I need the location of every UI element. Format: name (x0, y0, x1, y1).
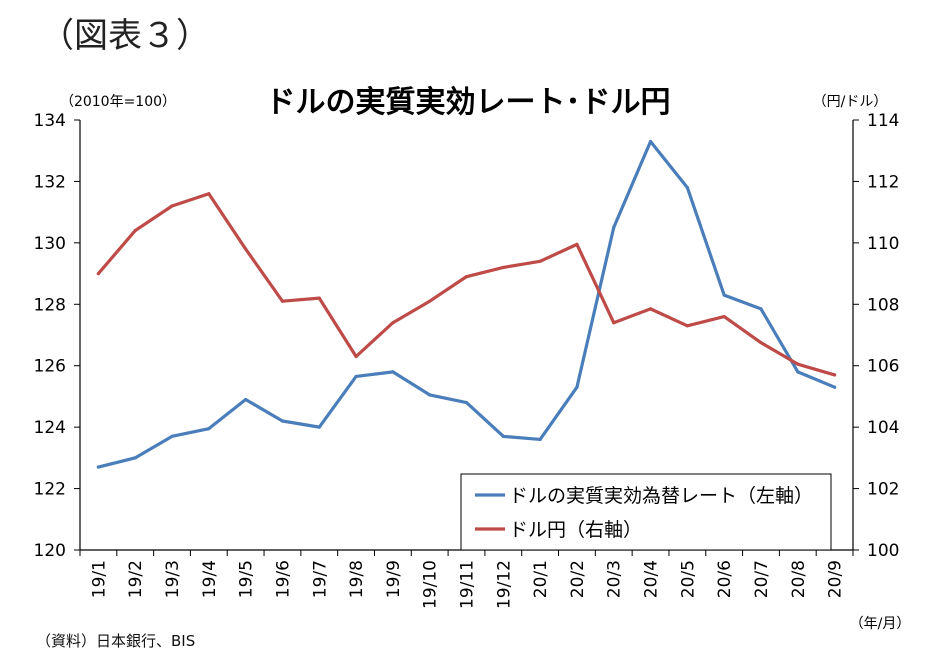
series-lines (96, 139, 837, 469)
legend-label: ドルの実質実効為替レート（左軸） (509, 485, 813, 507)
left-tick-label: 124 (34, 418, 66, 438)
data-point-reer (648, 139, 653, 144)
data-point-usdjpy (464, 275, 469, 279)
right-tick-label: 100 (867, 541, 899, 561)
right-tick-label: 104 (867, 418, 899, 438)
right-tick-label: 108 (867, 295, 899, 315)
x-tick-label: 20/9 (826, 560, 846, 598)
x-tick-label: 19/3 (163, 560, 183, 598)
data-point-reer (207, 427, 211, 431)
left-tick-label: 134 (34, 111, 66, 131)
x-tick-label: 19/7 (310, 560, 330, 598)
source-note: （資料）日本銀行、BIS (36, 632, 196, 650)
data-point-usdjpy (391, 321, 395, 325)
left-tick-label: 122 (34, 480, 66, 500)
data-point-reer (133, 456, 137, 460)
data-point-usdjpy (354, 354, 358, 359)
x-tick-label: 19/11 (458, 560, 478, 609)
data-point-usdjpy (759, 341, 763, 345)
x-tick-label: 20/5 (678, 560, 698, 598)
data-point-usdjpy (538, 259, 542, 263)
left-tick-label: 132 (34, 172, 66, 192)
data-point-usdjpy (796, 362, 800, 366)
data-point-reer (832, 385, 837, 389)
right-tick-label: 102 (867, 480, 899, 500)
data-point-reer (280, 419, 285, 423)
left-axis-unit: （2010年=100） (60, 94, 176, 110)
x-tick-label: 19/10 (421, 560, 441, 609)
left-tick-label: 126 (34, 357, 66, 377)
left-tick-label: 120 (34, 541, 66, 561)
data-point-reer (501, 434, 505, 438)
x-tick-label: 19/8 (347, 560, 367, 598)
x-tick-label: 20/4 (642, 560, 662, 598)
tick-labels: 120 122 124 126 128 130 132 134 100 102 104 106 108 1… (34, 111, 900, 609)
right-tick-label: 112 (867, 172, 899, 192)
legend-label: ドル円（右軸） (509, 519, 642, 541)
data-point-reer (575, 385, 579, 389)
data-point-usdjpy (428, 299, 432, 303)
data-point-reer (170, 434, 174, 438)
legend: ドルの実質実効為替レート（左軸） ドル円（右軸） (460, 473, 832, 551)
x-tick-label: 20/2 (568, 560, 588, 598)
data-point-usdjpy (722, 314, 726, 319)
data-point-usdjpy (575, 242, 579, 246)
right-tick-label: 106 (867, 357, 899, 377)
x-tick-label: 19/12 (494, 560, 514, 609)
x-tick-label: 19/5 (237, 560, 257, 598)
x-tick-label: 19/2 (126, 560, 146, 598)
data-point-reer (612, 225, 616, 230)
data-point-reer (538, 437, 542, 442)
x-tick-label: 20/3 (605, 560, 625, 598)
data-point-reer (759, 307, 763, 311)
right-axis-unit: （円/ドル） (813, 94, 888, 110)
x-tick-label: 20/8 (789, 560, 809, 598)
x-tick-label: 19/1 (89, 560, 109, 598)
data-point-usdjpy (170, 204, 174, 208)
x-tick-label: 20/6 (715, 560, 735, 598)
data-point-usdjpy (133, 228, 137, 233)
series-line-reer (96, 139, 837, 469)
data-point-usdjpy (317, 296, 321, 300)
data-point-usdjpy (244, 247, 248, 251)
data-point-reer (685, 185, 689, 190)
data-point-usdjpy (685, 324, 689, 328)
data-point-reer (244, 397, 248, 402)
x-axis-unit: （年/月） (850, 616, 911, 632)
x-tick-label: 19/6 (273, 560, 293, 598)
legend-box (460, 473, 832, 551)
x-tick-label: 19/4 (200, 560, 220, 598)
data-point-usdjpy (612, 321, 616, 325)
left-tick-label: 128 (34, 295, 66, 315)
data-point-usdjpy (207, 192, 211, 196)
x-tick-label: 20/1 (531, 560, 551, 598)
data-point-usdjpy (648, 307, 653, 311)
x-tick-label: 19/9 (384, 560, 404, 598)
data-point-usdjpy (96, 271, 101, 276)
data-point-reer (354, 374, 358, 379)
data-point-usdjpy (832, 373, 837, 377)
chart-title: ドルの実質実効レート･ドル円 (266, 85, 671, 120)
right-tick-label: 114 (867, 111, 899, 131)
figure-label: （図表３） (40, 16, 210, 56)
data-point-reer (796, 370, 800, 374)
data-point-usdjpy (501, 265, 505, 270)
data-point-reer (391, 370, 395, 374)
data-point-reer (96, 465, 101, 469)
left-tick-label: 130 (34, 234, 66, 254)
data-point-reer (722, 293, 726, 297)
series-line-usdjpy (96, 192, 837, 377)
right-tick-label: 110 (867, 234, 899, 254)
data-point-reer (464, 400, 469, 405)
data-point-reer (317, 425, 321, 429)
data-point-usdjpy (280, 299, 285, 303)
x-tick-label: 20/7 (752, 560, 772, 598)
data-point-reer (428, 393, 432, 397)
